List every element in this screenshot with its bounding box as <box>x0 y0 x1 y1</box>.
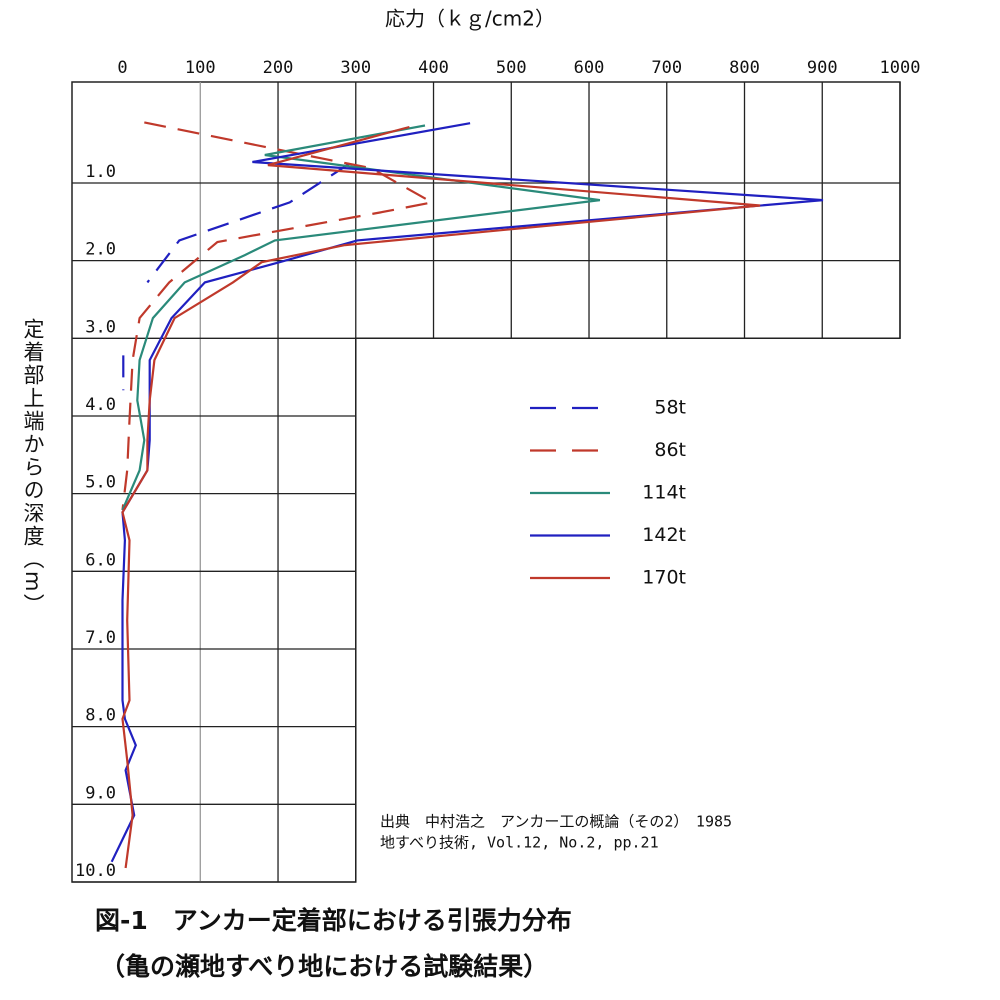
x-tick-label: 900 <box>807 58 838 78</box>
series-line <box>121 121 436 511</box>
y-tick-label: 10.0 <box>75 861 116 881</box>
y-tick-label: 3.0 <box>85 317 116 337</box>
series-line <box>110 122 824 863</box>
x-axis-title: 応力（ｋｇ/cm2） <box>385 7 555 31</box>
y-tick-label: 2.0 <box>85 240 116 260</box>
legend-label: 58t <box>654 397 686 419</box>
x-tick-label: 0 <box>117 58 127 78</box>
x-tick-label: 400 <box>418 58 449 78</box>
y-tick-label: 6.0 <box>85 550 116 570</box>
caption: 図-1 アンカー定着部における引張力分布 <box>95 906 572 935</box>
x-tick-label: 600 <box>574 58 605 78</box>
legend-label: 142t <box>642 524 686 546</box>
series-line <box>122 162 351 391</box>
y-axis-title: 定着部上端からの深度（m） <box>21 318 45 617</box>
x-tick-label: 800 <box>729 58 760 78</box>
y-tick-label: 7.0 <box>85 628 116 648</box>
x-tick-label: 1000 <box>880 58 921 78</box>
series-line <box>121 125 761 869</box>
source-line: 出典 中村浩之 アンカー工の概論（その2） 1985 <box>380 813 732 831</box>
y-tick-label: 9.0 <box>85 783 116 803</box>
x-tick-label: 700 <box>651 58 682 78</box>
x-tick-label: 100 <box>185 58 216 78</box>
x-tick-label: 500 <box>496 58 527 78</box>
legend-label: 86t <box>654 439 686 461</box>
y-tick-label: 5.0 <box>85 473 116 493</box>
y-tick-label: 1.0 <box>85 162 116 182</box>
source-line: 地すべり技術, Vol.12, No.2, pp.21 <box>380 834 659 852</box>
legend-label: 114t <box>642 482 686 504</box>
y-tick-label: 4.0 <box>85 395 116 415</box>
y-tick-label: 8.0 <box>85 706 116 726</box>
x-tick-label: 300 <box>340 58 371 78</box>
legend-label: 170t <box>642 567 686 589</box>
series-line <box>121 124 601 511</box>
x-tick-label: 200 <box>263 58 294 78</box>
caption: （亀の瀬地すべり地における試験結果） <box>100 952 548 981</box>
plot-frame <box>71 81 901 883</box>
